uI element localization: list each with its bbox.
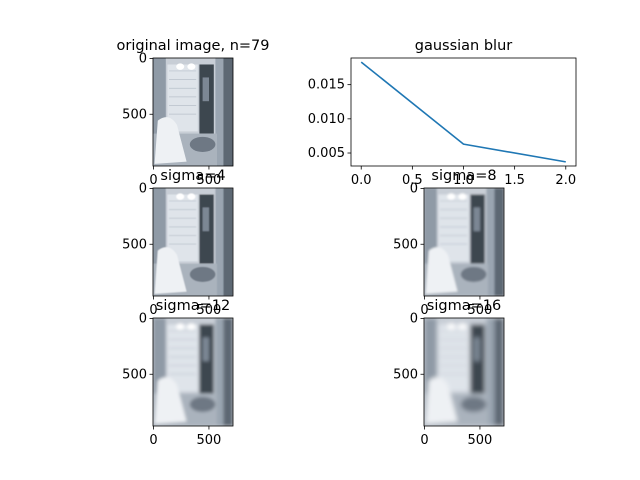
photo-lamp: [176, 193, 185, 200]
x-tick-label: 0: [149, 433, 157, 448]
photo-clothes: [202, 77, 209, 102]
photo: [424, 318, 504, 426]
y-tick-label: 0: [139, 52, 147, 67]
photo-door-edge: [223, 58, 233, 166]
photo-lamp: [176, 63, 185, 70]
photo: [153, 318, 233, 426]
axes-frame: [350, 57, 577, 167]
x-tick-label: 0: [149, 303, 157, 318]
photo-right-doorframe: [486, 318, 495, 426]
photo-bedding: [425, 377, 458, 424]
series-line: [360, 61, 566, 163]
x-tick-label: 500: [197, 433, 222, 448]
y-tick-label: 0: [410, 312, 418, 327]
panel-title: sigma=8: [431, 168, 496, 184]
axes-frame: [152, 317, 234, 427]
photo-clothes: [202, 337, 209, 362]
photo-lamp: [458, 193, 467, 200]
photo-lamp: [187, 323, 196, 330]
line-chart-panel: 0.0 0.5 1.0 1.5 2.0 0.005 0.010 0.015 gaussian b…: [308, 38, 577, 188]
photo: [153, 58, 233, 166]
photo-clothes: [473, 207, 480, 232]
photo-content: [153, 188, 233, 296]
photo-rug: [460, 396, 487, 412]
image-panel: 0 500 0 500 sigma=8: [393, 168, 505, 318]
x-tick-label: 500: [197, 303, 222, 318]
y-tick-label: 0.005: [308, 146, 345, 161]
photo-content: [424, 188, 504, 296]
y-tick-label: 0: [139, 182, 147, 197]
axes-frame: [423, 317, 505, 427]
photo-door-edge: [223, 318, 233, 426]
photo-bedding: [425, 247, 458, 294]
photo-lamp: [187, 63, 196, 70]
x-tick-label: 2.0: [555, 173, 576, 188]
photo-content: [424, 318, 504, 426]
y-tick-label: 500: [393, 367, 418, 382]
panel-title: sigma=4: [160, 168, 225, 184]
x-tick-label: 0: [420, 303, 428, 318]
photo-clothes: [202, 207, 209, 232]
photo-door-edge: [494, 188, 504, 296]
x-tick-label: 0.0: [351, 173, 372, 188]
axes-frame: [423, 187, 505, 297]
photo-rug: [460, 266, 487, 282]
panel-title: gaussian blur: [415, 38, 513, 54]
photo-rug: [189, 136, 216, 152]
photo-door-edge: [223, 188, 233, 296]
x-tick-label: 500: [197, 173, 222, 188]
photo-bedding: [154, 377, 187, 424]
x-tick-label: 0: [149, 173, 157, 188]
y-tick-label: 500: [122, 367, 147, 382]
photo-bedding: [154, 117, 187, 164]
photo-rug: [189, 266, 216, 282]
photo-rug: [189, 396, 216, 412]
axes-frame: [152, 187, 234, 297]
axes-frame: [152, 57, 234, 167]
y-tick-label: 500: [393, 237, 418, 252]
panel-title: original image, n=79: [117, 38, 270, 54]
panel-title: sigma=16: [427, 298, 501, 314]
y-tick-label: 500: [122, 237, 147, 252]
photo-lamp: [447, 323, 456, 330]
photo-right-doorframe: [215, 318, 224, 426]
y-tick-label: 0: [139, 312, 147, 327]
photo-right-doorframe: [486, 188, 495, 296]
y-tick-label: 0.010: [308, 112, 345, 127]
x-tick-label: 1.0: [453, 173, 474, 188]
photo-content: [153, 58, 233, 166]
x-tick-label: 0: [420, 433, 428, 448]
photo-lamp: [176, 323, 185, 330]
photo-content: [153, 318, 233, 426]
x-tick-label: 1.5: [504, 173, 525, 188]
photo-right-doorframe: [215, 58, 224, 166]
photo-bedding: [154, 247, 187, 294]
x-tick-label: 500: [468, 433, 493, 448]
photo: [153, 188, 233, 296]
y-tick-label: 500: [122, 107, 147, 122]
y-tick-label: 0: [410, 182, 418, 197]
image-panel: 0 500 0 500 original image, n=79: [117, 38, 270, 188]
photo-lamp: [447, 193, 456, 200]
panel-title: sigma=12: [156, 298, 230, 314]
photo: [424, 188, 504, 296]
photo-door-edge: [494, 318, 504, 426]
photo-lamp: [187, 193, 196, 200]
photo-lamp: [458, 323, 467, 330]
y-tick-label: 0.015: [308, 78, 345, 93]
photo-clothes: [473, 337, 480, 362]
x-tick-label: 0.5: [402, 173, 423, 188]
x-tick-label: 500: [468, 303, 493, 318]
photo-right-doorframe: [215, 188, 224, 296]
